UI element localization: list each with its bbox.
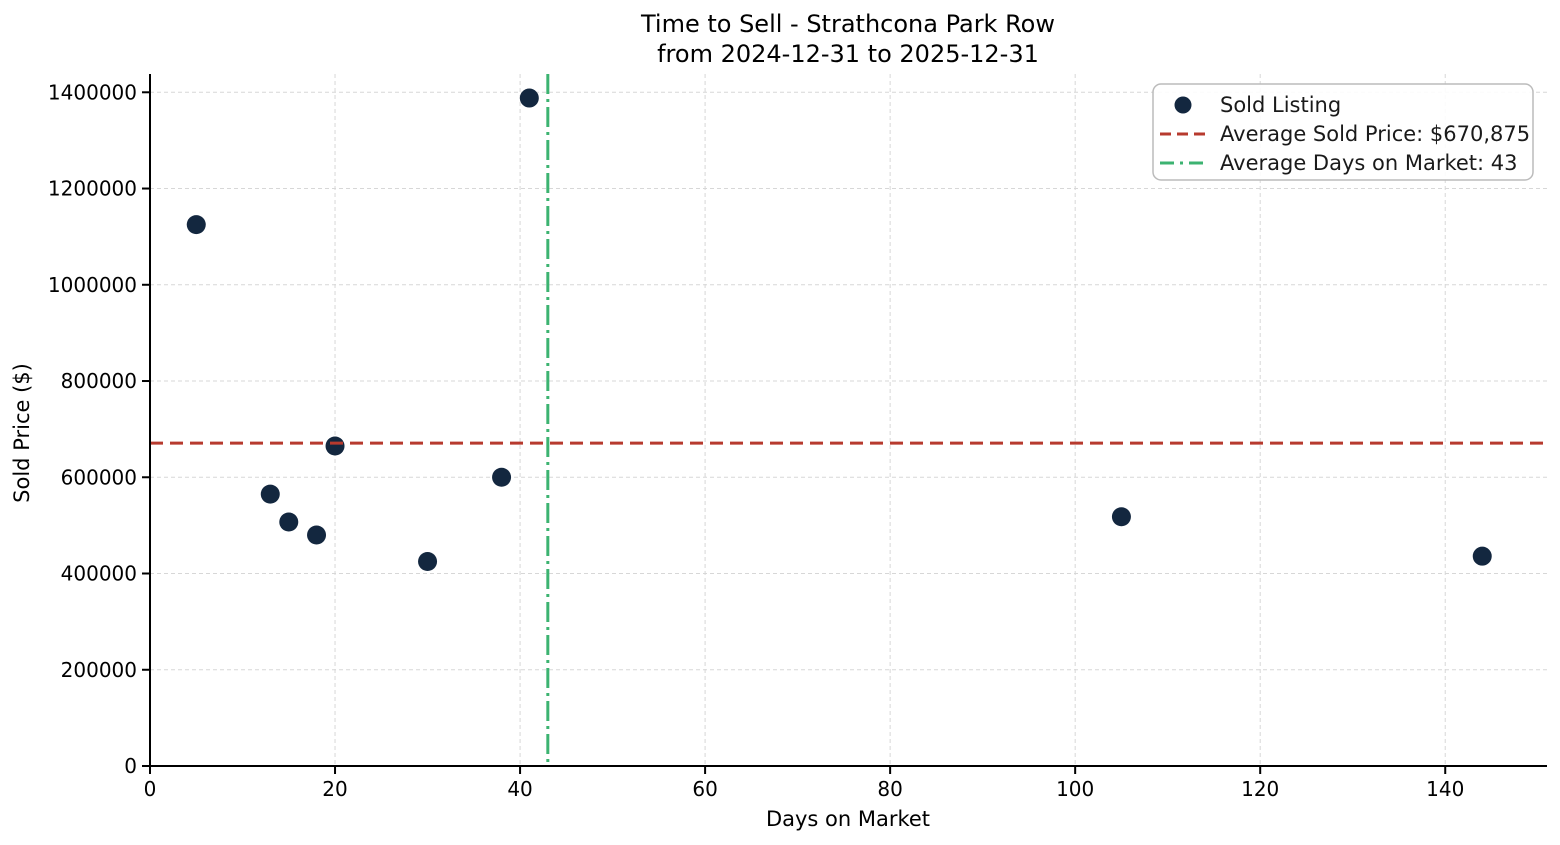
x-tick-label: 60 [692, 777, 717, 801]
data-point [519, 88, 539, 108]
x-tick-label: 40 [507, 777, 532, 801]
legend-box [1152, 83, 1534, 181]
scatter-points [186, 88, 1492, 571]
y-tick-label: 0 [124, 754, 137, 778]
data-point [307, 525, 327, 545]
legend: Sold Listing Average Sold Price: $670,87… [1152, 83, 1534, 181]
y-tick-label: 600000 [61, 465, 137, 489]
legend-marker-sold-listing-icon [1174, 96, 1192, 114]
average-lines [150, 74, 1547, 766]
data-point [186, 215, 206, 235]
legend-label-sold-listing: Sold Listing [1220, 93, 1341, 117]
chart-subtitle: from 2024-12-31 to 2025-12-31 [657, 40, 1039, 68]
data-point [418, 551, 438, 571]
y-tick-label: 1400000 [48, 80, 137, 104]
axes [142, 74, 1547, 774]
y-tick-label: 800000 [61, 369, 137, 393]
legend-label-avg-days-on-market: Average Days on Market: 43 [1220, 151, 1518, 175]
y-tick-label: 200000 [61, 658, 137, 682]
legend-label-avg-sold-price: Average Sold Price: $670,875 [1220, 122, 1530, 146]
x-tick-label: 120 [1241, 777, 1279, 801]
x-tick-label: 20 [322, 777, 347, 801]
data-point [325, 436, 345, 456]
data-point [1472, 546, 1492, 566]
data-point [492, 467, 512, 487]
x-tick-label: 0 [144, 777, 157, 801]
data-point [260, 484, 280, 504]
y-tick-label: 1200000 [48, 177, 137, 201]
y-tick-label: 1000000 [48, 273, 137, 297]
x-axis-label: Days on Market [766, 807, 930, 831]
chart-title: Time to Sell - Strathcona Park Row [640, 10, 1055, 38]
x-tick-label: 80 [877, 777, 902, 801]
y-axis-label: Sold Price ($) [10, 363, 34, 503]
x-tick-label: 100 [1056, 777, 1094, 801]
y-tick-label: 400000 [61, 562, 137, 586]
data-point [279, 512, 299, 532]
tick-labels: 0 20 40 60 80 100 120 140 0 200000 400000 600000 800… [48, 80, 1464, 801]
data-point [1111, 507, 1131, 527]
x-tick-label: 140 [1426, 777, 1464, 801]
